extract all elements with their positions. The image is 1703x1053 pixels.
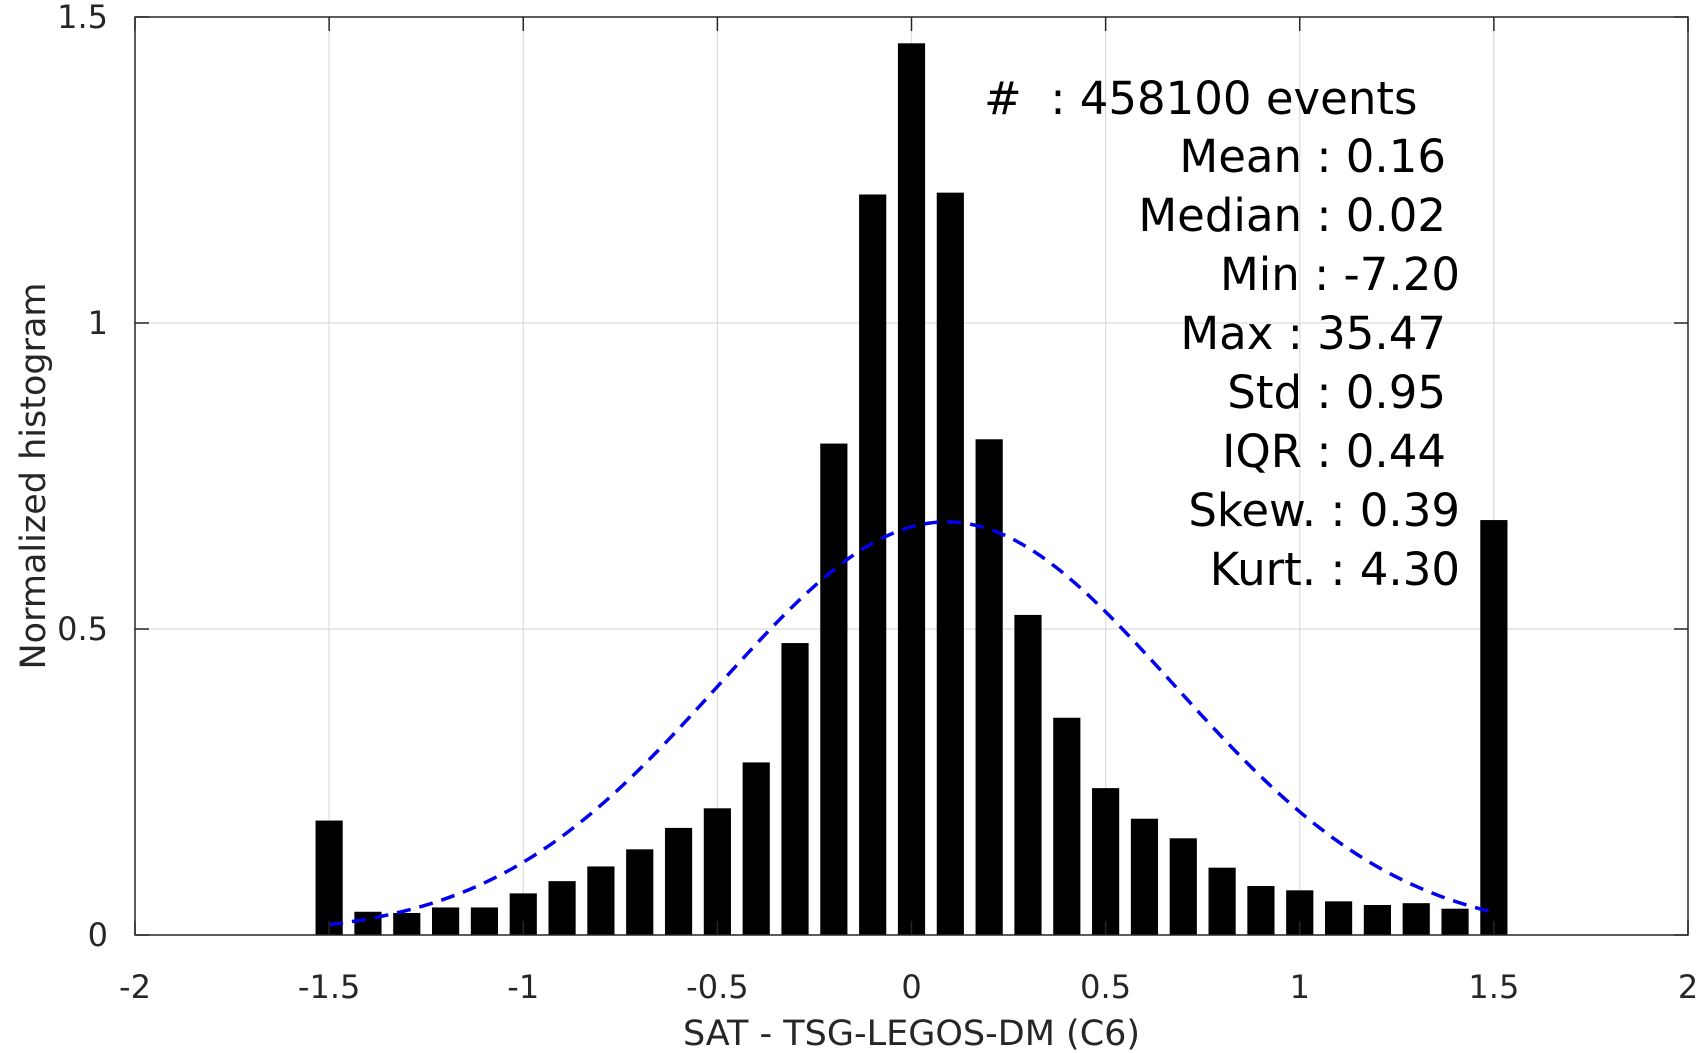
- histogram-bar: [1208, 867, 1236, 935]
- histogram-bar: [1169, 838, 1197, 935]
- histogram-bar: [1324, 901, 1353, 935]
- histogram-bar: [432, 907, 460, 935]
- y-tick-label: 0.5: [57, 610, 108, 648]
- y-axis-label: Normalized histogram: [14, 282, 54, 669]
- histogram-bar: [548, 881, 576, 935]
- histogram-bar: [1441, 908, 1469, 935]
- histogram-bar: [664, 827, 693, 935]
- histogram-bar: [742, 762, 770, 935]
- x-tick-label: -1.5: [298, 968, 360, 1006]
- x-tick-label: 1: [1290, 968, 1310, 1006]
- histogram-bar: [1480, 520, 1508, 935]
- stat-line: Min : -7.20: [1220, 248, 1460, 301]
- stat-line: IQR : 0.44: [1222, 425, 1446, 478]
- x-tick-label: 0: [901, 968, 921, 1006]
- stat-line: Mean : 0.16: [1179, 130, 1446, 183]
- histogram-bar: [820, 443, 848, 935]
- x-axis-label: SAT - TSG-LEGOS-DM (C6): [683, 1014, 1140, 1053]
- histogram-bar: [354, 911, 382, 935]
- stat-line: Skew. : 0.39: [1188, 484, 1460, 537]
- x-tick-labels: -2 -1.5 -1 -0.5 0 0.5 1 1.5 2: [119, 968, 1698, 1006]
- histogram-bar: [315, 820, 343, 935]
- y-tick-label: 0: [88, 916, 108, 954]
- statistics-box: # : 458100 events Mean : 0.16 Median : 0.…: [984, 72, 1460, 596]
- axis-ticks: [134, 16, 1689, 936]
- histogram-bar: [1247, 886, 1275, 935]
- histogram-bar: [897, 43, 926, 936]
- histogram-bar: [470, 907, 499, 935]
- histogram-bar: [1402, 903, 1430, 935]
- x-tick-label: 0.5: [1080, 968, 1131, 1006]
- event-count-label: # : 458100 events: [984, 72, 1417, 125]
- histogram-bar: [393, 912, 421, 935]
- stat-line: Std : 0.95: [1227, 366, 1446, 419]
- stat-line: Kurt. : 4.30: [1210, 543, 1460, 596]
- histogram-bar: [936, 192, 964, 936]
- histogram-bar: [587, 866, 615, 935]
- histogram-bar: [703, 808, 731, 935]
- histogram-bar: [1130, 818, 1159, 935]
- gaussian-fit-curve: [328, 520, 1495, 927]
- histogram-bars: [315, 43, 1508, 936]
- x-tick-label: -2: [119, 968, 151, 1006]
- histogram-bar: [1053, 717, 1081, 935]
- histogram-bar: [1014, 614, 1042, 935]
- stat-line: Max : 35.47: [1180, 307, 1446, 360]
- x-tick-label: -1: [507, 968, 539, 1006]
- stat-line: Median : 0.02: [1138, 189, 1446, 242]
- histogram-bar: [859, 194, 887, 936]
- y-tick-label: 1.5: [57, 0, 108, 36]
- histogram-bar: [781, 643, 809, 935]
- histogram-bar: [626, 849, 654, 935]
- histogram-bar: [1363, 905, 1391, 935]
- x-tick-label: -0.5: [686, 968, 748, 1006]
- y-tick-label: 1: [88, 304, 108, 342]
- histogram-bar: [1092, 788, 1120, 935]
- y-tick-labels: 0 0.5 1 1.5: [57, 0, 108, 954]
- x-tick-label: 2: [1678, 968, 1698, 1006]
- histogram-bar: [975, 439, 1003, 935]
- x-tick-label: 1.5: [1468, 968, 1519, 1006]
